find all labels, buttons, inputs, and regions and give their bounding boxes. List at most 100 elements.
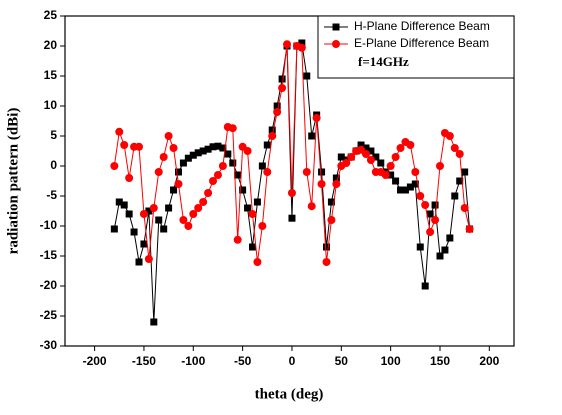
marker [199,198,208,206]
marker [159,153,168,161]
legend-label: E-Plane Difference Beam [354,36,489,50]
y-tick-label: -30 [40,338,58,352]
marker [218,162,227,170]
marker [342,159,351,167]
marker [194,149,202,157]
marker [392,177,400,185]
marker [160,225,168,233]
marker [174,168,182,176]
marker [165,204,173,212]
marker [465,225,474,233]
x-tick-label: 150 [430,354,450,368]
marker [233,235,242,244]
marker [184,154,192,162]
marker [357,141,365,149]
marker [135,258,143,266]
marker [268,132,277,140]
marker [332,40,340,48]
marker [372,153,380,161]
marker [302,168,311,176]
marker [140,240,148,248]
marker [258,222,267,230]
marker [401,186,409,194]
marker [406,183,414,191]
marker [169,144,178,152]
x-axis-label: theta (deg) [255,386,324,402]
marker [164,132,173,140]
marker [258,162,266,170]
marker [115,198,123,206]
marker [411,180,419,188]
marker [139,210,148,218]
y-tick-label: -5 [46,188,57,202]
marker [436,252,444,260]
marker [179,159,187,167]
marker [155,216,163,224]
annotation: f=14GHz [358,54,409,69]
marker [243,147,252,155]
marker [179,216,188,224]
marker [298,39,306,47]
marker [426,228,435,236]
marker [416,243,424,251]
y-tick-label: -10 [40,218,58,232]
marker [239,186,247,194]
marker [288,214,296,222]
marker [125,210,133,218]
y-tick-label: 5 [50,128,57,142]
marker [435,162,444,170]
marker [362,144,370,152]
marker [397,186,405,194]
x-tick-label: 100 [381,354,401,368]
marker [144,255,153,263]
marker [441,246,449,254]
marker [323,243,331,251]
marker [219,144,227,152]
marker [450,144,459,152]
marker [367,147,375,155]
marker [268,126,276,134]
y-tick-label: -25 [40,308,58,322]
marker [456,177,464,185]
marker [421,282,429,290]
marker [337,153,345,161]
marker [228,124,237,133]
y-tick-label: -20 [40,278,58,292]
marker [149,204,158,212]
y-tick-label: -15 [40,248,58,262]
marker [263,168,272,176]
marker [278,84,287,92]
y-tick-label: 0 [50,158,57,172]
x-tick-label: -150 [132,354,156,368]
marker [386,162,395,170]
marker [174,180,183,188]
legend-box [317,15,515,79]
marker [189,151,197,159]
marker [455,150,464,158]
marker [150,318,158,326]
marker [194,204,203,212]
marker [184,222,193,230]
marker [115,127,124,136]
x-tick-label: 50 [335,354,349,368]
marker [189,210,198,218]
marker [391,153,400,161]
marker [278,75,286,83]
marker [154,168,163,176]
marker [347,153,356,161]
marker [263,141,271,149]
marker [125,174,134,182]
marker [209,143,217,151]
marker [307,202,316,211]
marker [229,159,237,167]
marker [248,243,256,251]
marker [273,102,281,110]
marker [204,189,213,197]
marker [396,144,405,152]
y-axis-label: radiation pattern (dBi) [5,108,21,255]
y-tick-label: 10 [44,98,58,112]
marker [426,210,434,218]
marker [451,192,459,200]
legend-label: H-Plane Difference Beam [354,19,490,33]
marker [387,171,395,179]
